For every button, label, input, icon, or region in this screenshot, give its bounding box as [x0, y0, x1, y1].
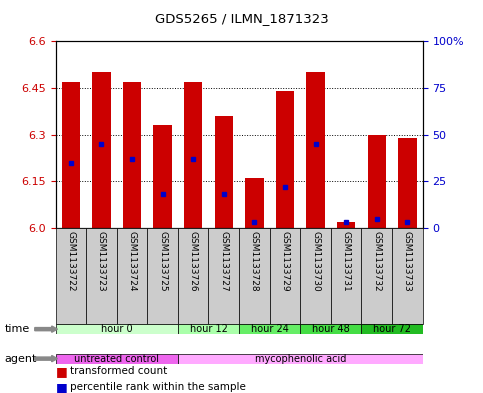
Bar	[337, 222, 355, 228]
Text: mycophenolic acid: mycophenolic acid	[255, 354, 346, 364]
Bar	[86, 228, 117, 324]
Text: untreated control: untreated control	[74, 354, 159, 364]
Bar	[62, 82, 80, 228]
Text: ■: ■	[56, 365, 67, 378]
Bar	[178, 228, 209, 324]
Bar	[361, 228, 392, 324]
Bar	[300, 324, 361, 334]
Bar	[184, 82, 202, 228]
Text: percentile rank within the sample: percentile rank within the sample	[70, 382, 246, 392]
Bar	[270, 228, 300, 324]
Text: hour 24: hour 24	[251, 324, 289, 334]
Bar	[56, 324, 178, 334]
Text: GSM1133730: GSM1133730	[311, 231, 320, 292]
Bar	[392, 228, 423, 324]
Bar	[56, 228, 86, 324]
Bar	[398, 138, 416, 228]
Text: GSM1133727: GSM1133727	[219, 231, 228, 292]
Bar	[245, 178, 264, 228]
Bar	[276, 91, 294, 228]
Bar	[214, 116, 233, 228]
Text: GSM1133723: GSM1133723	[97, 231, 106, 292]
Bar	[154, 125, 172, 228]
Bar	[306, 72, 325, 228]
Text: GSM1133732: GSM1133732	[372, 231, 381, 292]
Bar	[209, 228, 239, 324]
Text: ■: ■	[56, 380, 67, 393]
Text: GSM1133726: GSM1133726	[189, 231, 198, 292]
Text: time: time	[5, 324, 30, 334]
Bar	[300, 228, 331, 324]
Text: hour 0: hour 0	[101, 324, 132, 334]
Text: GSM1133728: GSM1133728	[250, 231, 259, 292]
Text: hour 72: hour 72	[373, 324, 411, 334]
Bar	[361, 324, 423, 334]
Bar	[239, 324, 300, 334]
Text: GSM1133731: GSM1133731	[341, 231, 351, 292]
Bar	[331, 228, 361, 324]
Bar	[368, 134, 386, 228]
Bar	[239, 228, 270, 324]
Text: GSM1133722: GSM1133722	[66, 231, 75, 291]
Bar	[178, 324, 239, 334]
Text: GSM1133724: GSM1133724	[128, 231, 137, 291]
Bar	[178, 354, 423, 364]
Text: GSM1133725: GSM1133725	[158, 231, 167, 292]
Text: hour 12: hour 12	[189, 324, 227, 334]
Bar	[92, 72, 111, 228]
Bar	[117, 228, 147, 324]
Text: agent: agent	[5, 354, 37, 364]
Text: GSM1133729: GSM1133729	[281, 231, 289, 292]
Text: GDS5265 / ILMN_1871323: GDS5265 / ILMN_1871323	[155, 12, 328, 25]
Bar	[147, 228, 178, 324]
Text: hour 48: hour 48	[312, 324, 350, 334]
Text: transformed count: transformed count	[70, 366, 167, 376]
Text: GSM1133733: GSM1133733	[403, 231, 412, 292]
Bar	[56, 354, 178, 364]
Bar	[123, 82, 141, 228]
